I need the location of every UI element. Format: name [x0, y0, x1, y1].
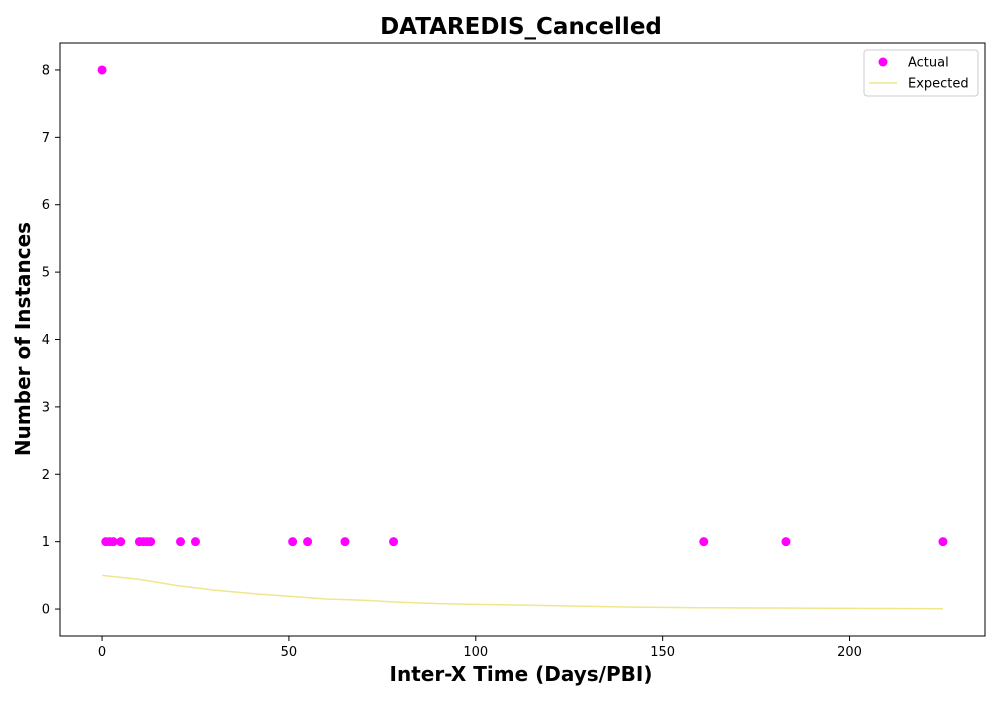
x-tick-label-100: 100: [463, 645, 488, 660]
data-point-actual-0: [97, 65, 107, 75]
y-tick-label-1: 1: [42, 535, 50, 550]
data-point-actual-16: [781, 537, 791, 547]
y-tick-label-6: 6: [42, 198, 50, 213]
data-point-actual-8: [146, 537, 156, 547]
data-point-actual-15: [699, 537, 709, 547]
y-tick-label-4: 4: [42, 333, 50, 348]
legend-box: [863, 49, 979, 97]
data-point-actual-11: [288, 537, 298, 547]
chart-title: DATAREDIS_Cancelled: [380, 14, 662, 40]
data-point-actual-14: [389, 537, 399, 547]
legend-label-actual: Actual: [908, 56, 949, 71]
y-tick-label-3: 3: [42, 400, 50, 415]
y-tick-label-0: 0: [42, 603, 50, 618]
data-point-actual-9: [176, 537, 186, 547]
data-point-actual-17: [938, 537, 948, 547]
y-tick-label-2: 2: [42, 468, 50, 483]
plot-area: 0 50 100 150 200 0 1 2 3 4 5 6 7 8 Actual Expected: [42, 42, 986, 660]
y-tick-label-8: 8: [42, 63, 50, 78]
data-point-actual-3: [108, 537, 118, 547]
data-point-actual-4: [116, 537, 126, 547]
plot-frame: [59, 42, 986, 637]
legend-marker-actual: [878, 57, 888, 67]
y-tick-label-7: 7: [42, 131, 50, 146]
x-tick-label-0: 0: [98, 645, 106, 660]
data-point-actual-12: [303, 537, 313, 547]
y-axis-title: Number of Instances: [11, 222, 35, 456]
x-tick-label-200: 200: [837, 645, 862, 660]
series-line-expected: [101, 574, 943, 610]
y-tick-label-5: 5: [42, 266, 50, 281]
data-point-actual-10: [190, 537, 200, 547]
x-axis-title: Inter-X Time (Days/PBI): [390, 662, 653, 686]
data-point-actual-13: [340, 537, 350, 547]
x-tick-label-50: 50: [281, 645, 298, 660]
x-tick-label-150: 150: [650, 645, 675, 660]
legend-label-expected: Expected: [908, 77, 969, 92]
